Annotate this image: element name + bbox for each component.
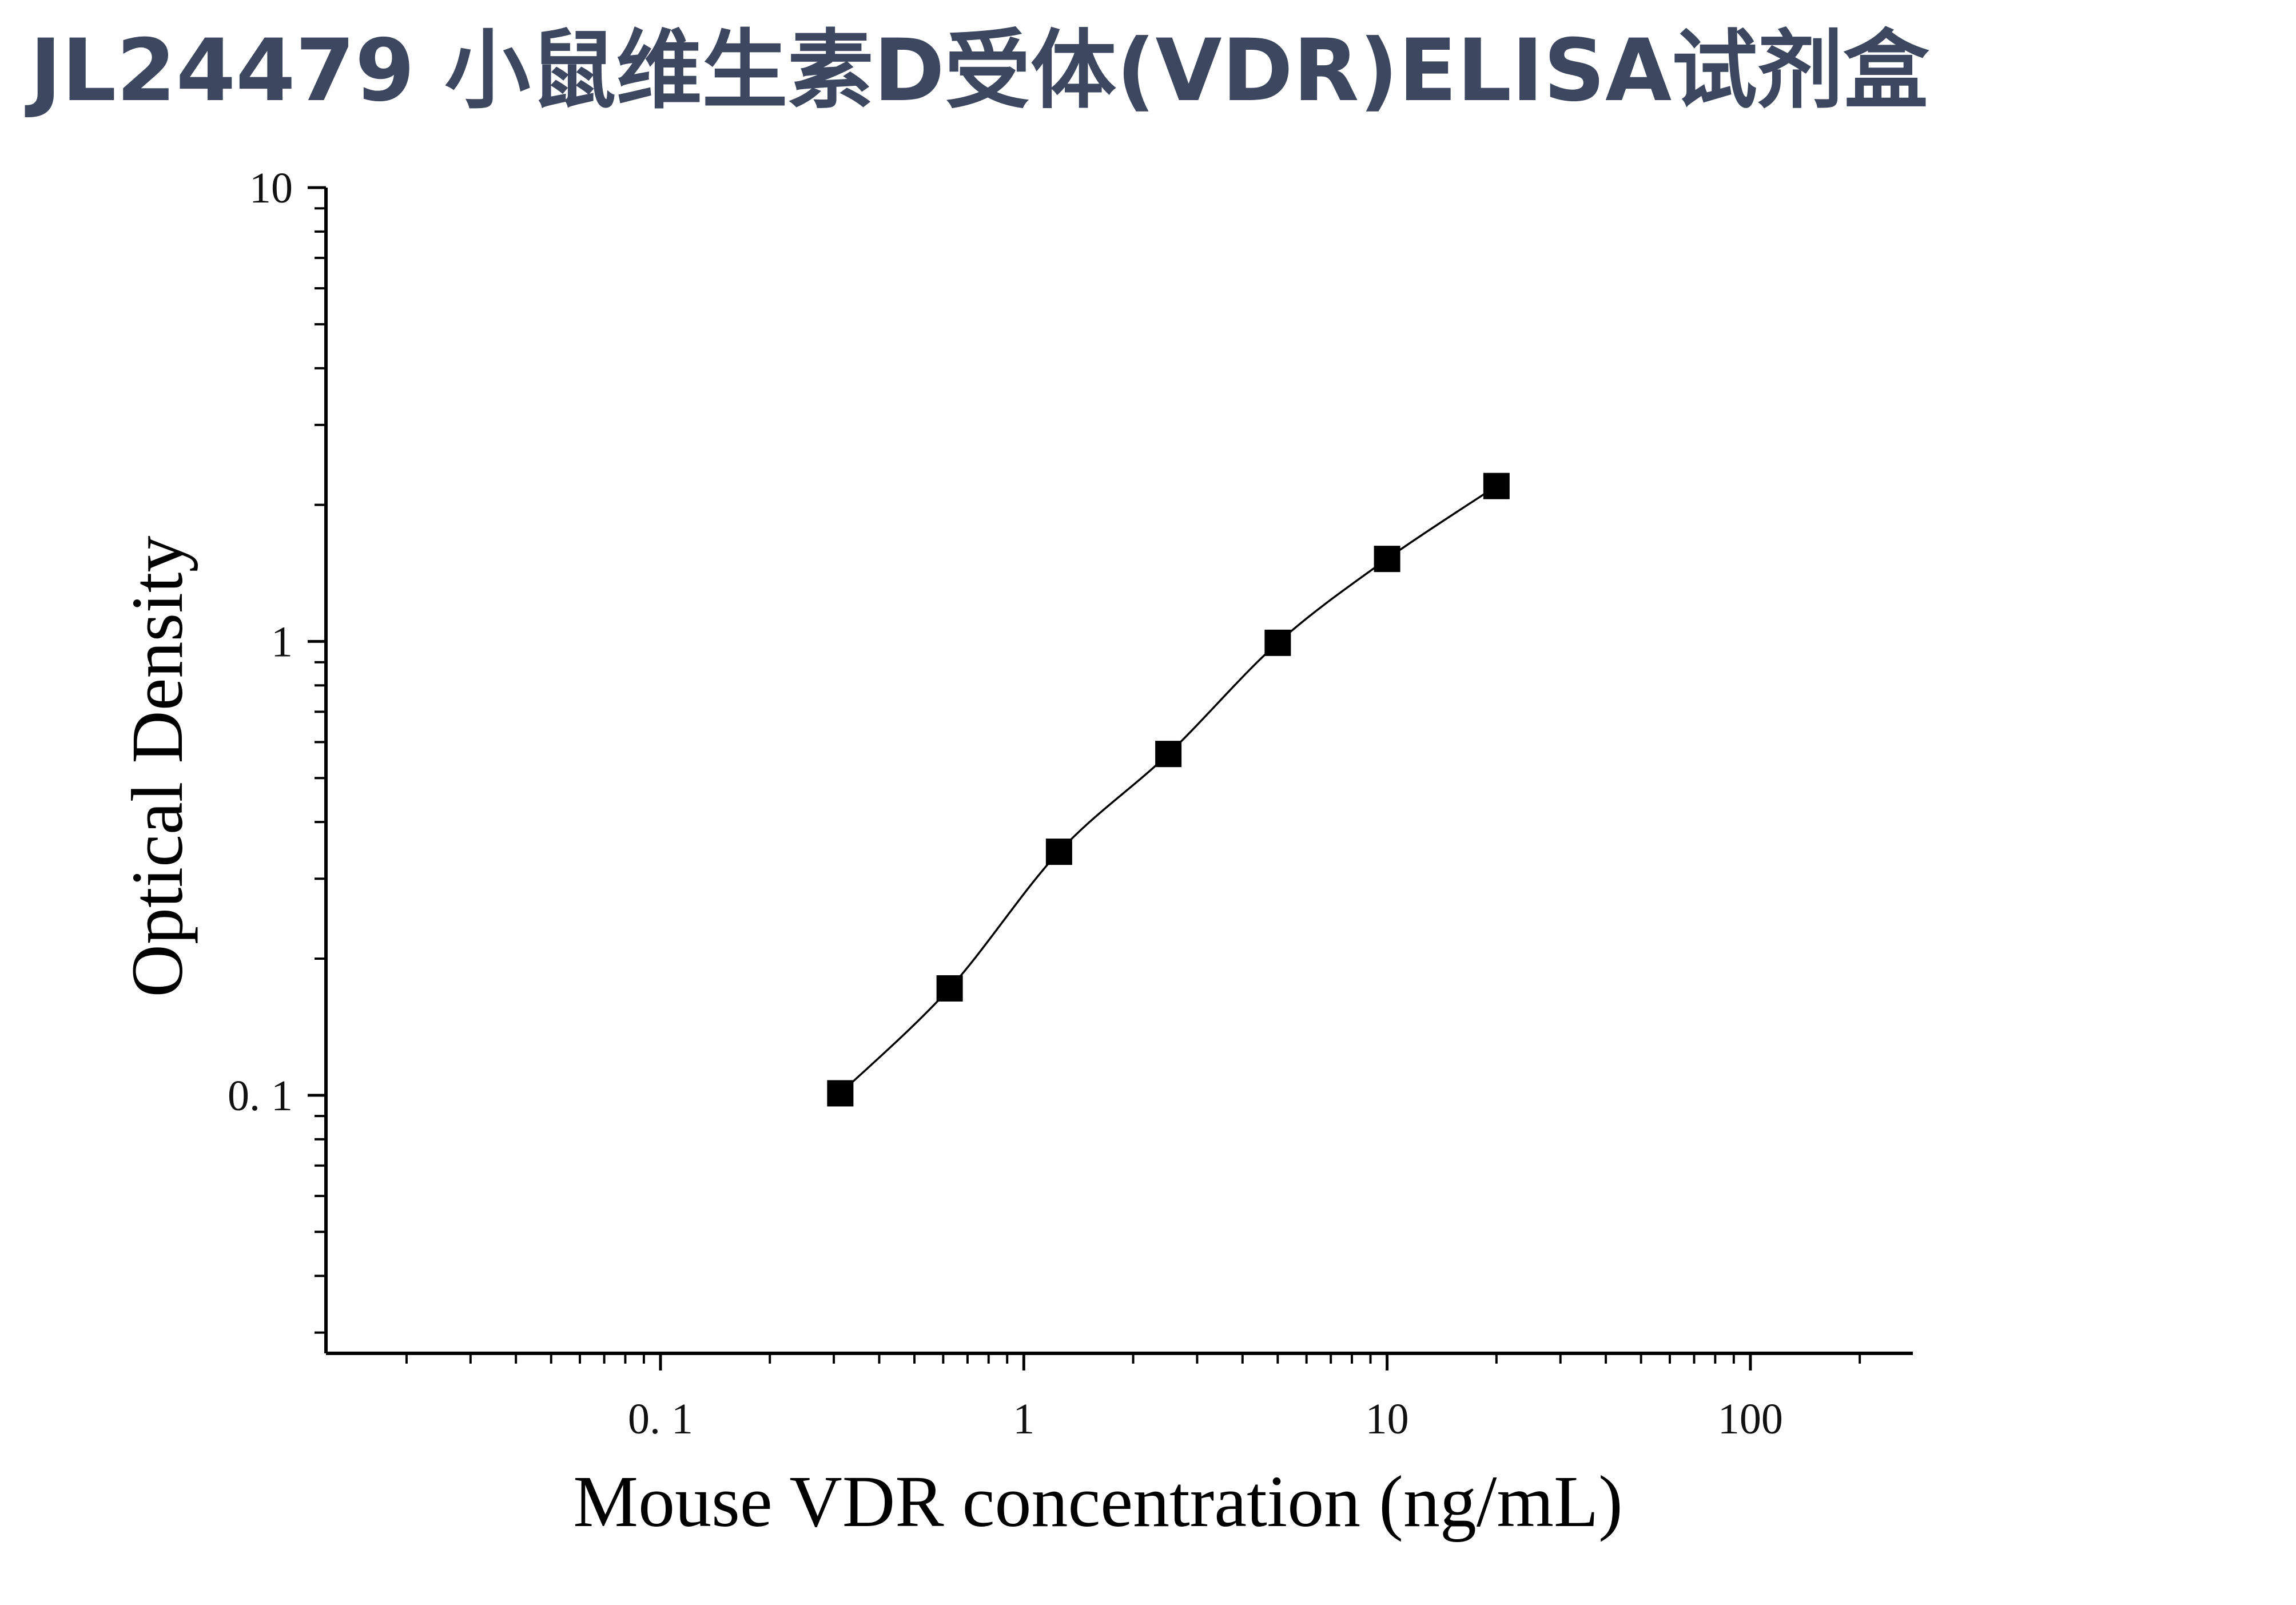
axes: 0. 1 1 10 100 0. 1 1 10 bbox=[228, 164, 1913, 1443]
data-point bbox=[1155, 741, 1182, 768]
x-tick-label: 1 bbox=[1013, 1395, 1034, 1443]
y-axis-title: Optical Density bbox=[117, 536, 198, 998]
data-point bbox=[1045, 839, 1072, 865]
y-tick-label: 0. 1 bbox=[228, 1072, 293, 1120]
data-points-layer bbox=[827, 472, 1510, 1107]
chart-title: JL24479 小鼠维生素D受体(VDR)ELISA试剂盒 bbox=[30, 21, 1929, 121]
data-point bbox=[936, 975, 963, 1002]
x-tick-label: 0. 1 bbox=[628, 1395, 693, 1443]
y-tick-label: 10 bbox=[249, 164, 293, 212]
y-tick-label: 1 bbox=[271, 618, 293, 666]
data-point bbox=[1483, 472, 1510, 499]
x-axis-title: Mouse VDR concentration (ng/mL) bbox=[573, 1461, 1623, 1542]
data-point bbox=[827, 1080, 854, 1107]
fit-curve bbox=[839, 485, 1497, 1094]
data-point bbox=[1264, 629, 1291, 656]
data-point bbox=[1374, 546, 1400, 573]
x-tick-label: 100 bbox=[1718, 1395, 1783, 1443]
x-tick-label: 10 bbox=[1366, 1395, 1409, 1443]
fit-curve-layer bbox=[839, 485, 1497, 1094]
